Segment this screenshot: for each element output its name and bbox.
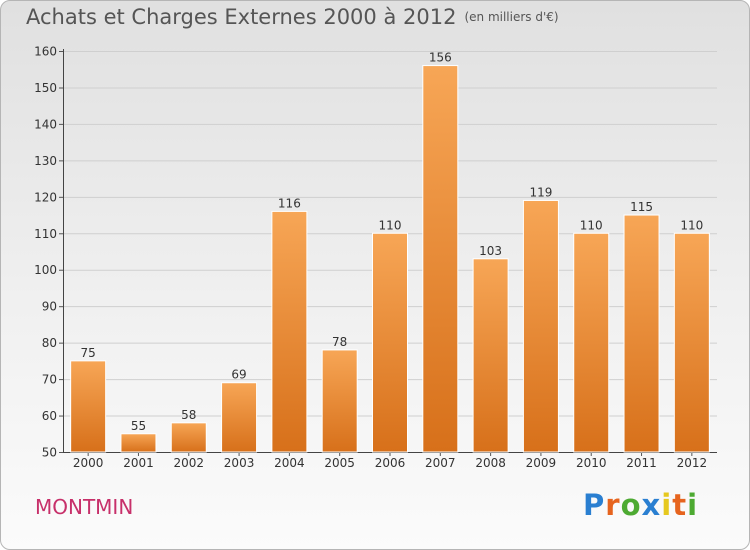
- data-label: 103: [479, 244, 502, 258]
- data-label: 115: [630, 200, 653, 214]
- y-tick-label: 130: [34, 154, 57, 168]
- data-label: 69: [231, 368, 246, 382]
- y-tick-label: 120: [34, 190, 57, 204]
- x-tick-label: 2002: [173, 456, 204, 470]
- y-tick-label: 80: [42, 336, 57, 350]
- x-tick-label: 2005: [324, 456, 355, 470]
- y-tick-label: 90: [42, 300, 57, 314]
- bar-chart: 50 60 70 80 90 100 110 120 130 140 150 160 2000 2001 2…: [34, 45, 717, 470]
- logo-letter: t: [672, 488, 688, 522]
- x-tick-label: 2012: [677, 456, 708, 470]
- data-label: 110: [680, 218, 703, 232]
- bar-2010[interactable]: [573, 232, 610, 453]
- x-tick-label: 2009: [526, 456, 557, 470]
- bar-2004[interactable]: [271, 210, 308, 453]
- x-tick-label: 2011: [626, 456, 657, 470]
- y-tick-label: 50: [42, 446, 57, 460]
- bar-2009[interactable]: [522, 199, 559, 453]
- proxiti-logo[interactable]: Proxiti: [583, 488, 698, 522]
- bar-2008[interactable]: [472, 258, 509, 453]
- data-label: 78: [332, 335, 347, 349]
- chart-subtitle: (en milliers d'€): [464, 10, 559, 24]
- y-tick-label: 140: [34, 117, 57, 131]
- x-tick-label: 2001: [123, 456, 154, 470]
- x-tick-label: 2004: [274, 456, 305, 470]
- bar-2003[interactable]: [221, 382, 258, 453]
- axes: 50 60 70 80 90 100 110 120 130 140 150 160 2000 2001 2…: [34, 45, 717, 470]
- chart-title: Achats et Charges Externes 2000 à 2012 (e…: [26, 5, 559, 29]
- x-tick-label: 2008: [475, 456, 506, 470]
- bar-2011[interactable]: [623, 214, 660, 453]
- data-label: 119: [529, 185, 552, 199]
- y-tick-label: 60: [42, 409, 57, 423]
- bar-2002[interactable]: [170, 422, 207, 453]
- bar-2001[interactable]: [120, 433, 157, 453]
- data-label: 55: [131, 419, 146, 433]
- y-tick-label: 150: [34, 81, 57, 95]
- y-tick-label: 110: [34, 227, 57, 241]
- data-label: 75: [81, 346, 96, 360]
- y-tick-label: 100: [34, 263, 57, 277]
- logo-letter: i: [661, 488, 673, 522]
- location-name: MONTMIN: [35, 495, 134, 519]
- logo-letter: r: [605, 488, 621, 522]
- y-tick-label: 160: [34, 45, 57, 59]
- data-labels: 75 55 58 69 116 78 110 156 103 119 110 115 110: [81, 51, 704, 433]
- y-tick-label: 70: [42, 373, 57, 387]
- logo-letter: o: [620, 488, 642, 522]
- x-tick-label: 2010: [576, 456, 607, 470]
- data-label: 110: [580, 218, 603, 232]
- x-tick-label: 2007: [425, 456, 456, 470]
- bars: [70, 65, 710, 453]
- bar-2006[interactable]: [372, 232, 408, 453]
- data-label: 110: [379, 218, 402, 232]
- x-tick-label: 2003: [224, 456, 255, 470]
- bar-2007[interactable]: [422, 65, 459, 453]
- logo-letter: x: [641, 488, 662, 522]
- data-label: 116: [278, 196, 301, 210]
- x-tick-label: 2000: [73, 456, 104, 470]
- data-label: 58: [181, 408, 196, 422]
- data-label: 156: [429, 51, 452, 65]
- chart-title-text: Achats et Charges Externes 2000 à 2012: [26, 5, 457, 29]
- logo-letter: i: [687, 488, 699, 522]
- bar-2005[interactable]: [321, 349, 358, 453]
- logo-letter: P: [583, 488, 606, 522]
- x-tick-label: 2006: [375, 456, 406, 470]
- bar-2012[interactable]: [673, 232, 710, 453]
- bar-2000[interactable]: [70, 360, 107, 453]
